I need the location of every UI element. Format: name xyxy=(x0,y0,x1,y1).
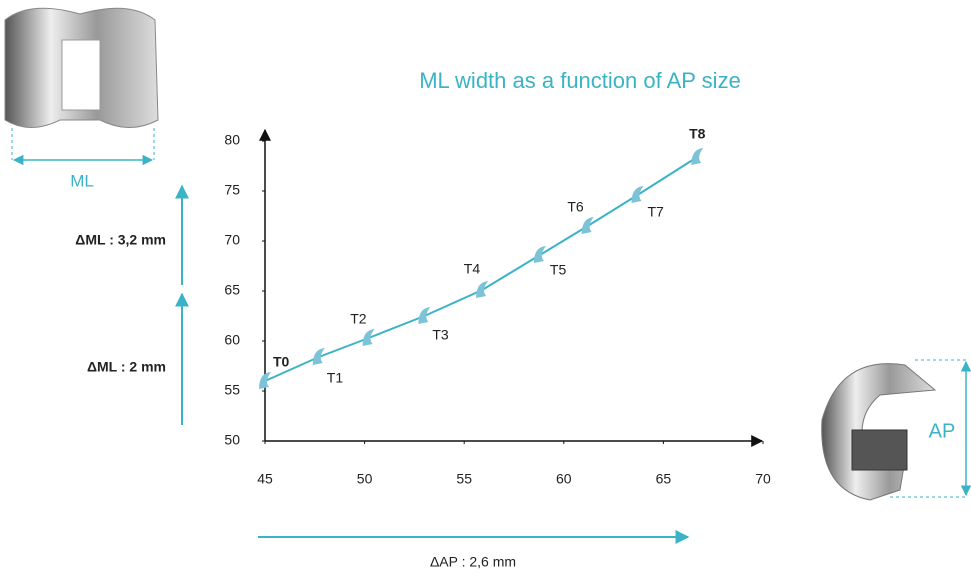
point-marker xyxy=(259,372,271,389)
point-marker xyxy=(363,329,375,346)
x-tick-label: 60 xyxy=(556,471,572,487)
x-tick-label: 70 xyxy=(755,471,771,487)
ap-implant-image xyxy=(822,364,935,500)
point-label: T3 xyxy=(432,327,449,343)
y-tick-label: 75 xyxy=(224,182,240,198)
chart: ML width as a function of AP size ML ΔML… xyxy=(0,0,971,574)
point-label: T6 xyxy=(567,199,584,215)
y-tick-label: 80 xyxy=(224,132,240,148)
data-line xyxy=(265,157,697,381)
point-marker xyxy=(418,307,430,324)
y-tick-label: 60 xyxy=(224,332,240,348)
point-label: T2 xyxy=(350,311,367,327)
delta-ap: ΔAP : 2,6 mm xyxy=(430,554,516,570)
page: ML width as a function of AP size ML ΔML… xyxy=(0,0,971,579)
point-label: T8 xyxy=(689,126,706,142)
point-label: T4 xyxy=(464,261,481,277)
point-label: T1 xyxy=(327,370,344,386)
chart-title: ML width as a function of AP size xyxy=(419,68,741,93)
x-tick-label: 50 xyxy=(357,471,373,487)
point-marker xyxy=(632,186,644,203)
ml-implant-image xyxy=(5,8,158,127)
point-label: T5 xyxy=(550,262,567,278)
x-tick-label: 45 xyxy=(257,471,273,487)
ap-label: AP xyxy=(929,420,956,442)
x-tick-label: 65 xyxy=(656,471,672,487)
y-tick-label: 65 xyxy=(224,282,240,298)
y-tick-label: 55 xyxy=(224,382,240,398)
delta-ml-lower: ΔML : 2 mm xyxy=(87,359,166,375)
y-tick-label: 70 xyxy=(224,232,240,248)
point-label: T0 xyxy=(273,354,290,370)
delta-ml-upper: ΔML : 3,2 mm xyxy=(75,232,166,248)
y-tick-label: 50 xyxy=(224,432,240,448)
point-marker xyxy=(476,281,488,298)
ml-label: ML xyxy=(70,171,94,190)
point-marker xyxy=(313,348,325,365)
point-label: T7 xyxy=(648,204,665,220)
point-marker xyxy=(691,148,703,165)
point-marker xyxy=(582,217,594,234)
point-marker xyxy=(534,246,546,263)
x-tick-label: 55 xyxy=(456,471,472,487)
